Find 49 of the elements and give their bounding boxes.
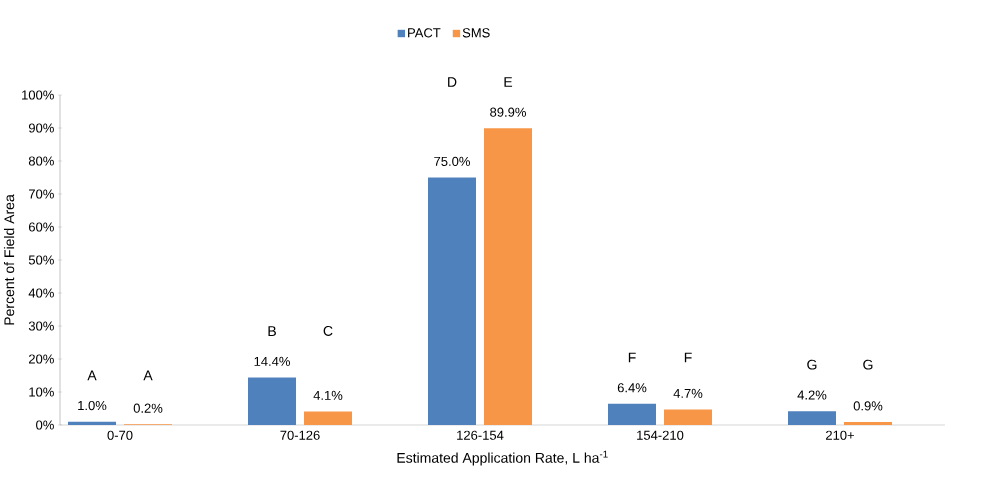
bar xyxy=(248,377,297,425)
data-label: 0.2% xyxy=(133,403,163,413)
x-tick-label: 210+ xyxy=(826,430,854,440)
legend-label: SMS xyxy=(462,28,490,38)
annotation: A xyxy=(143,370,153,381)
y-tick-label: 90% xyxy=(28,123,54,133)
x-axis-title: Estimated Application Rate, L ha$^{-1}$ xyxy=(397,450,608,466)
y-tick-label: 40% xyxy=(28,288,54,298)
x-tick-label: 70-126 xyxy=(280,430,320,440)
data-label: 4.7% xyxy=(673,388,703,398)
y-tick-label: 20% xyxy=(28,354,54,364)
data-label: 1.0% xyxy=(78,400,107,411)
legend-label: PACT xyxy=(408,28,441,38)
y-tick-label: 60% xyxy=(28,222,54,232)
bar xyxy=(484,128,532,425)
bar xyxy=(664,409,712,425)
bar xyxy=(304,411,352,425)
bar xyxy=(608,403,656,425)
annotation: C xyxy=(323,326,333,336)
bar xyxy=(68,421,117,425)
y-tick-label: 10% xyxy=(29,387,54,397)
annotation: F xyxy=(684,352,692,363)
y-tick-label: 30% xyxy=(28,321,54,331)
y-tick-label: 0% xyxy=(36,420,54,430)
data-label: 14.4% xyxy=(254,356,290,366)
data-label: 4.2% xyxy=(797,390,827,400)
x-tick-label: 126-154 xyxy=(457,430,504,440)
data-label: 4.1% xyxy=(313,390,343,400)
data-label: 75.0% xyxy=(434,156,470,166)
bar xyxy=(788,411,836,425)
x-tick-label: 0-70 xyxy=(107,430,133,440)
y-tick-label: 80% xyxy=(28,156,54,166)
y-tick-label: 100% xyxy=(22,90,54,100)
data-label: 0.9% xyxy=(853,401,883,411)
annotation: G xyxy=(807,359,817,370)
annotation: A xyxy=(87,370,97,381)
y-tick-label: 70% xyxy=(29,189,54,199)
text: D xyxy=(448,77,457,87)
annotation: B xyxy=(268,326,276,336)
annotation: F xyxy=(628,352,636,363)
x-tick-label: 154-210 xyxy=(637,430,684,440)
data-label: 89.9% xyxy=(490,107,526,117)
annotation: G xyxy=(863,359,873,370)
y-axis-title: Percent of Field Area xyxy=(3,194,15,325)
data-label: 6.4% xyxy=(617,383,647,393)
bar xyxy=(428,177,476,425)
bar xyxy=(844,422,892,425)
y-tick-label: 50% xyxy=(28,255,54,265)
text: E xyxy=(504,77,513,87)
